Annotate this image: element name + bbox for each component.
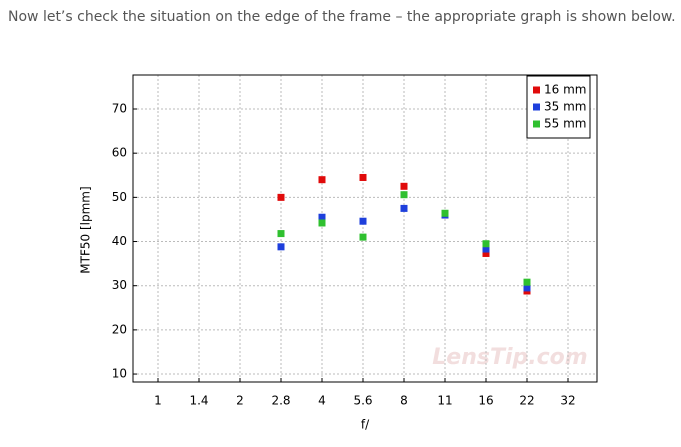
marker xyxy=(523,278,531,286)
marker xyxy=(318,176,326,184)
marker xyxy=(277,230,285,238)
marker xyxy=(359,173,367,181)
legend-label: 55 mm xyxy=(544,117,586,131)
legend-swatch xyxy=(533,103,540,111)
marker xyxy=(482,240,490,248)
x-tick-label: 22 xyxy=(519,394,534,408)
marker xyxy=(400,204,408,212)
marker xyxy=(400,191,408,199)
x-tick-label: 1 xyxy=(154,394,162,408)
marker xyxy=(523,284,531,292)
marker xyxy=(277,243,285,251)
marker xyxy=(482,245,490,253)
marker xyxy=(359,217,367,225)
marker xyxy=(482,249,490,257)
x-tick-label: 16 xyxy=(478,394,493,408)
marker xyxy=(318,219,326,227)
x-tick-label: 5.6 xyxy=(353,394,372,408)
intro-text: Now let’s check the situation on the edg… xyxy=(8,9,676,25)
x-tick-label: 8 xyxy=(400,394,408,408)
y-tick-label: 50 xyxy=(112,190,127,204)
marker xyxy=(441,209,449,217)
plot-frame xyxy=(132,74,598,383)
x-tick-label: 1.4 xyxy=(189,394,208,408)
watermark: LensTip.com xyxy=(432,345,587,370)
x-tick-label: 11 xyxy=(437,394,452,408)
y-tick-label: 20 xyxy=(112,322,127,336)
y-axis-label: MTF50 [lpmm] xyxy=(79,186,93,273)
legend-swatch xyxy=(533,86,540,94)
y-tick-label: 70 xyxy=(112,102,127,116)
x-axis-label: f/ xyxy=(361,418,370,432)
y-tick-label: 10 xyxy=(112,367,127,381)
legend-swatch xyxy=(533,120,540,128)
marker xyxy=(359,233,367,241)
legend-label: 16 mm xyxy=(544,83,586,97)
x-tick-label: 4 xyxy=(318,394,326,408)
legend-label: 35 mm xyxy=(544,100,586,114)
marker xyxy=(400,182,408,190)
x-tick-label: 2.8 xyxy=(271,394,290,408)
y-tick-label: 30 xyxy=(112,278,127,292)
marker xyxy=(277,193,285,201)
x-tick-label: 32 xyxy=(560,394,575,408)
x-tick-label: 2 xyxy=(236,394,244,408)
y-tick-label: 60 xyxy=(112,146,127,160)
y-tick-label: 40 xyxy=(112,234,127,248)
marker xyxy=(318,213,326,221)
